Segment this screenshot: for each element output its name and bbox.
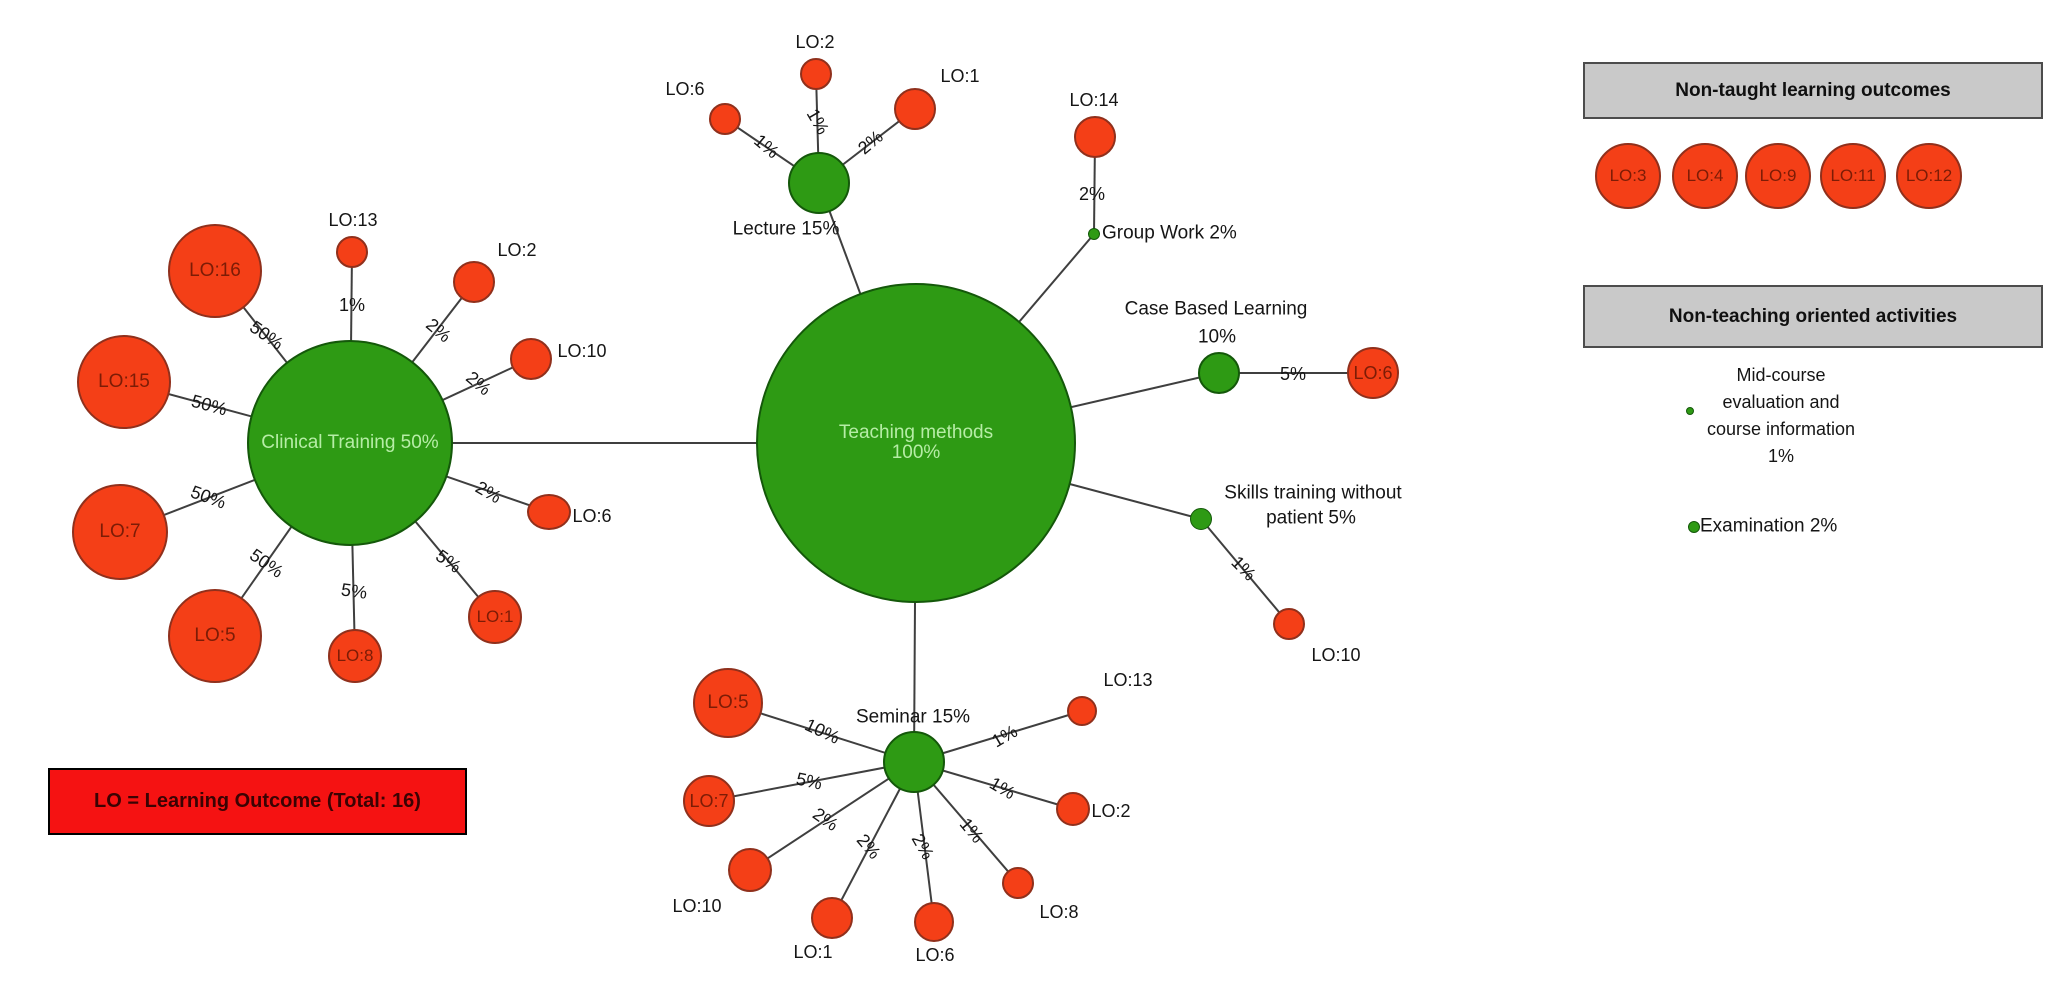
legend-text: LO = Learning Outcome (Total: 16) xyxy=(94,790,421,812)
label-clinical-lo13: LO:13 xyxy=(328,210,378,231)
label-lecture-lo2: LO:2 xyxy=(795,32,835,53)
node-label: LO:15 xyxy=(98,371,150,393)
label-seminar-lo10: LO:10 xyxy=(672,896,722,917)
panel-title: Non-taught learning outcomes xyxy=(1675,79,1951,101)
label-seminar-lo1: LO:1 xyxy=(793,942,833,963)
node-group-work xyxy=(1088,228,1100,240)
node-label: LO:7 xyxy=(99,521,141,543)
label-seminar-lo13: LO:13 xyxy=(1103,670,1153,691)
node-seminar-lo6 xyxy=(914,902,954,942)
node-clinical-lo15: LO:15 xyxy=(77,335,171,429)
pct-groupwork-lo14: 2% xyxy=(1078,184,1106,205)
node-seminar-lo1 xyxy=(811,897,853,939)
pct-clinical-lo8: 5% xyxy=(339,579,369,603)
label-lecture-lo1: LO:1 xyxy=(940,66,980,87)
node-clinical-lo16: LO:16 xyxy=(168,224,262,318)
label-seminar-lo8: LO:8 xyxy=(1039,902,1079,923)
pct-cbl-lo6: 5% xyxy=(1279,364,1307,385)
group-work-label: Group Work 2% xyxy=(1102,222,1237,244)
node-label: LO:4 xyxy=(1686,166,1724,186)
node-clinical-lo2 xyxy=(453,261,495,303)
node-label: LO:6 xyxy=(1353,362,1393,383)
examination-label: Examination 2% xyxy=(1700,515,1838,537)
panel-non-taught-outcomes: Non-taught learning outcomes xyxy=(1583,62,2043,119)
pct-clinical-lo13: 1% xyxy=(338,295,366,316)
panel-title: Non-teaching oriented activities xyxy=(1668,305,1958,327)
node-mid-course-dot xyxy=(1686,407,1694,415)
node-seminar-lo5: LO:5 xyxy=(693,668,763,738)
node-lecture-lo2 xyxy=(800,58,832,90)
node-lecture-lo1 xyxy=(894,88,936,130)
panel-non-teaching-activities: Non-teaching oriented activities xyxy=(1583,285,2043,348)
node-seminar-lo7: LO:7 xyxy=(683,775,735,827)
node-nontaught-lo11: LO:11 xyxy=(1820,143,1886,209)
node-clinical-lo10 xyxy=(510,338,552,380)
node-examination-dot xyxy=(1688,521,1700,533)
node-clinical-lo13 xyxy=(336,236,368,268)
node-skills-training xyxy=(1190,508,1212,530)
node-clinical-lo6 xyxy=(527,494,571,530)
node-seminar xyxy=(883,731,945,793)
node-clinical-lo1: LO:1 xyxy=(468,590,522,644)
case-based-learning-title: Case Based Learning xyxy=(1124,298,1308,320)
node-clinical-lo7: LO:7 xyxy=(72,484,168,580)
node-cbl-lo6: LO:6 xyxy=(1347,347,1399,399)
case-based-learning-pct: 10% xyxy=(1197,326,1237,348)
node-groupwork-lo14 xyxy=(1074,116,1116,158)
teaching-methods-label: Teaching methods 100% xyxy=(838,422,994,463)
node-lecture xyxy=(788,152,850,214)
label-clinical-lo6: LO:6 xyxy=(572,506,612,527)
node-label: LO:3 xyxy=(1609,166,1647,186)
mid-course-evaluation-label: Mid-course evaluation and course informa… xyxy=(1706,365,1856,466)
seminar-label: Seminar 15% xyxy=(855,706,971,728)
label-seminar-lo2: LO:2 xyxy=(1091,801,1131,822)
label-groupwork-lo14: LO:14 xyxy=(1069,90,1119,111)
node-lecture-lo6 xyxy=(709,103,741,135)
node-case-based-learning xyxy=(1198,352,1240,394)
node-label: LO:8 xyxy=(336,646,374,666)
node-teaching-methods: Teaching methods 100% xyxy=(756,283,1076,603)
node-nontaught-lo12: LO:12 xyxy=(1896,143,1962,209)
node-seminar-lo2 xyxy=(1056,792,1090,826)
node-seminar-lo10 xyxy=(728,848,772,892)
node-label: LO:7 xyxy=(689,790,729,811)
label-clinical-lo2: LO:2 xyxy=(497,240,537,261)
node-label: LO:1 xyxy=(476,607,514,627)
node-label: LO:12 xyxy=(1905,166,1953,186)
node-clinical-training: Clinical Training 50% xyxy=(247,340,453,546)
lecture-label: Lecture 15% xyxy=(732,218,840,240)
node-label: LO:5 xyxy=(707,692,749,714)
node-clinical-lo8: LO:8 xyxy=(328,629,382,683)
clinical-training-label: Clinical Training 50% xyxy=(261,432,439,454)
label-skills-lo10: LO:10 xyxy=(1311,645,1361,666)
label-seminar-lo6: LO:6 xyxy=(915,945,955,966)
skills-training-title: Skills training without xyxy=(1224,482,1402,504)
node-nontaught-lo3: LO:3 xyxy=(1595,143,1661,209)
node-label: LO:9 xyxy=(1759,166,1797,186)
node-skills-lo10 xyxy=(1273,608,1305,640)
node-label: LO:11 xyxy=(1830,166,1876,186)
node-nontaught-lo9: LO:9 xyxy=(1745,143,1811,209)
legend-box: LO = Learning Outcome (Total: 16) xyxy=(48,768,467,835)
node-label: LO:5 xyxy=(194,625,236,647)
label-lecture-lo6: LO:6 xyxy=(665,79,705,100)
node-label: LO:16 xyxy=(189,260,241,282)
node-clinical-lo5: LO:5 xyxy=(168,589,262,683)
label-clinical-lo10: LO:10 xyxy=(557,341,607,362)
node-nontaught-lo4: LO:4 xyxy=(1672,143,1738,209)
node-seminar-lo8 xyxy=(1002,867,1034,899)
skills-training-subtitle: patient 5% xyxy=(1266,507,1356,529)
node-seminar-lo13 xyxy=(1067,696,1097,726)
